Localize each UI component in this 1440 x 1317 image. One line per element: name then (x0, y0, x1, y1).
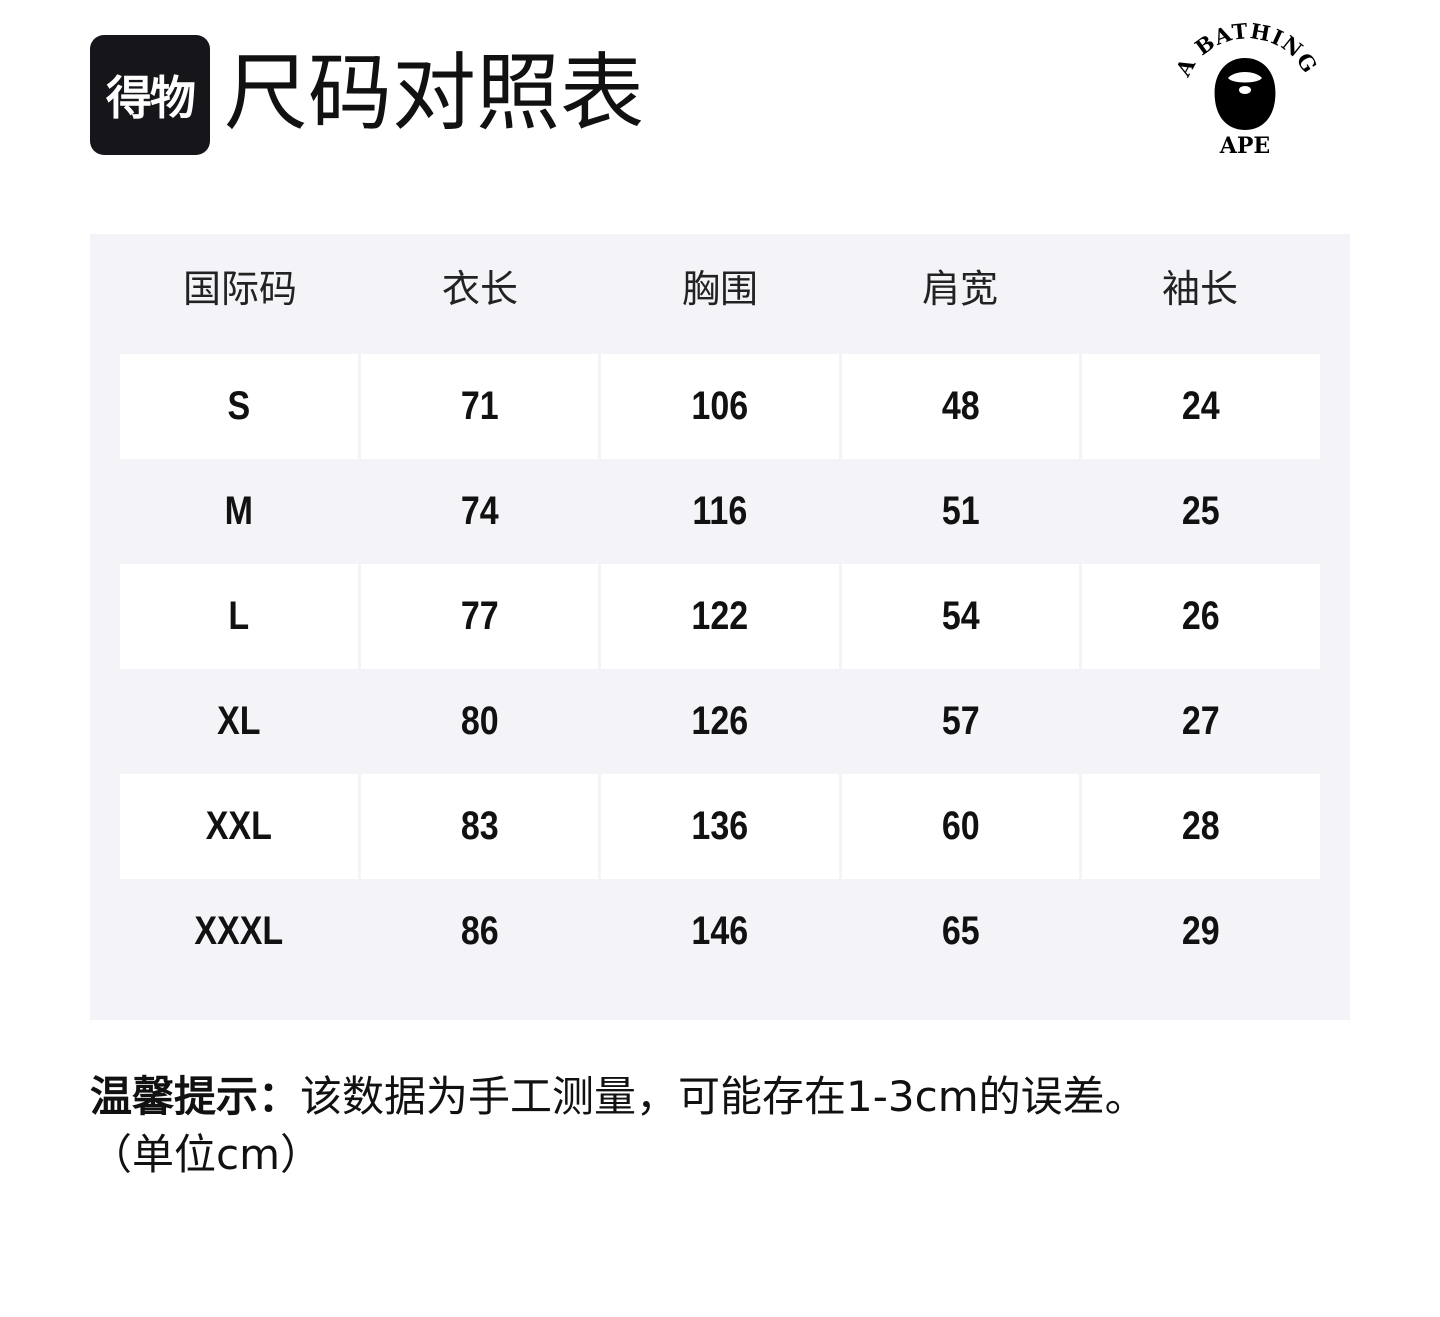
table-cell: 136 (601, 774, 839, 879)
measurement-value: 29 (1182, 909, 1221, 953)
measurement-value: 116 (692, 489, 748, 533)
measurement-value: 60 (859, 774, 1062, 879)
bape-logo: A BATHING APE (1170, 20, 1320, 159)
table-cell: XL (120, 669, 358, 774)
measurement-value: 74 (460, 489, 499, 533)
table-cell: 86 (361, 879, 599, 984)
table-cell: 26 (1082, 564, 1320, 669)
table-cell: 25 (1082, 459, 1320, 564)
table-cell: 28 (1082, 774, 1320, 879)
measurement-value: 26 (1100, 564, 1303, 669)
table-cell: M (120, 459, 358, 564)
table-cell: 54 (841, 564, 1080, 669)
size-label: XL (217, 699, 261, 743)
table-cell: 57 (842, 669, 1080, 774)
table-cell: 116 (601, 459, 839, 564)
table-cell: 146 (601, 879, 839, 984)
size-label: XXL (137, 774, 340, 879)
table-row: XXXL 86 146 65 29 (120, 879, 1320, 984)
table-cell: 80 (361, 669, 599, 774)
measurement-value: 86 (460, 909, 499, 953)
measurement-value: 126 (691, 699, 749, 743)
measurement-value: 57 (941, 699, 980, 743)
column-header: 肩宽 (921, 267, 998, 311)
measurement-value: 28 (1100, 774, 1303, 879)
table-row: XL 80 126 57 27 (120, 669, 1320, 774)
measurement-value: 25 (1182, 489, 1221, 533)
table-cell: 126 (601, 669, 839, 774)
table-cell: 27 (1082, 669, 1320, 774)
measurement-value: 106 (619, 354, 821, 459)
page-title: 尺码对照表 (224, 44, 645, 142)
measurement-value: 24 (1100, 354, 1303, 459)
measurement-value: 65 (941, 909, 980, 953)
table-row: L 77 122 54 26 (120, 564, 1320, 669)
size-table: 国际码 衣长 胸围 肩宽 袖长 S 71 106 48 24 M 74 116 51 25 L 77 1… (90, 234, 1350, 1020)
measurement-value: 27 (1182, 699, 1221, 743)
measurement-value: 54 (859, 564, 1062, 669)
table-cell: 122 (601, 564, 839, 669)
column-header: 国际码 (182, 267, 297, 311)
column-header: 衣长 (441, 267, 518, 311)
measurement-value: 48 (859, 354, 1062, 459)
column-header: 胸围 (681, 267, 758, 311)
table-cell: 74 (361, 459, 599, 564)
table-cell: 65 (842, 879, 1080, 984)
table-cell: XXXL (120, 879, 358, 984)
table-cell: 51 (842, 459, 1080, 564)
measurement-value: 83 (378, 774, 581, 879)
size-label: M (224, 489, 253, 533)
table-cell: 48 (841, 354, 1080, 459)
measurement-value: 77 (378, 564, 581, 669)
measurement-value: 71 (378, 354, 581, 459)
table-row: S 71 106 48 24 (120, 354, 1320, 459)
table-cell: 77 (360, 564, 599, 669)
table-cell: 60 (841, 774, 1080, 879)
measurement-value: 80 (460, 699, 499, 743)
table-cell: XXL (120, 774, 358, 879)
note-text: 该数据为手工测量，可能存在1-3cm的误差。 (300, 1072, 1147, 1121)
svg-text:APE: APE (1219, 133, 1270, 159)
measurement-value: 136 (619, 774, 821, 879)
size-label: S (137, 354, 340, 459)
brand-logo-badge: 得物 (90, 35, 210, 155)
size-label: L (137, 564, 340, 669)
measurement-value: 51 (941, 489, 980, 533)
table-row: XXL 83 136 60 28 (120, 774, 1320, 879)
column-header: 袖长 (1161, 267, 1238, 311)
table-cell: L (120, 564, 358, 669)
table-cell: 71 (360, 354, 599, 459)
table-cell: 29 (1082, 879, 1320, 984)
note-label: 温馨提示： (90, 1072, 301, 1121)
footnote: 温馨提示：该数据为手工测量，可能存在1-3cm的误差。 （单位cm） (90, 1068, 1370, 1184)
table-row: M 74 116 51 25 (120, 459, 1320, 564)
measurement-value: 146 (691, 909, 749, 953)
measurement-value: 122 (619, 564, 821, 669)
note-unit: （单位cm） (90, 1130, 323, 1179)
table-cell: 106 (601, 354, 839, 459)
table-cell: 83 (360, 774, 599, 879)
table-header: 国际码 衣长 胸围 肩宽 袖长 (120, 234, 1320, 354)
table-cell: S (120, 354, 358, 459)
table-cell: 24 (1082, 354, 1320, 459)
size-label: XXXL (194, 909, 284, 953)
